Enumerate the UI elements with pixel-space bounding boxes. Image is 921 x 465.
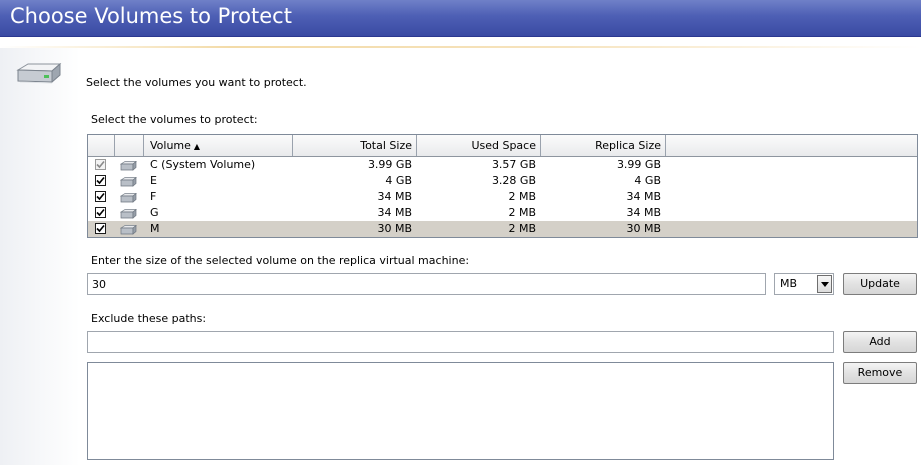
total-size-value: 34 MB xyxy=(377,190,412,203)
total-size-value: 3.99 GB xyxy=(367,158,412,171)
replica-size-value: 30 MB xyxy=(626,222,661,235)
volume-name: F xyxy=(150,190,157,203)
volume-column-header[interactable]: Volume ▲ xyxy=(144,135,293,156)
icon-column-header[interactable] xyxy=(115,135,144,156)
table-row[interactable]: C (System Volume) 3.99 GB 3.57 GB 3.99 GB xyxy=(88,157,917,173)
accent-line xyxy=(0,46,921,48)
total-size-value: 4 GB xyxy=(385,174,412,187)
replica-size-value: 3.99 GB xyxy=(616,158,661,171)
update-button[interactable]: Update xyxy=(843,273,917,295)
replica-size-input[interactable] xyxy=(87,273,766,295)
volume-checkbox[interactable] xyxy=(95,207,106,218)
volume-checkbox xyxy=(95,159,106,170)
exclude-label: Exclude these paths: xyxy=(91,312,207,325)
add-button[interactable]: Add xyxy=(843,331,917,353)
volume-name: C (System Volume) xyxy=(150,158,256,171)
size-label: Enter the size of the selected volume on… xyxy=(91,254,470,267)
volume-checkbox[interactable] xyxy=(95,223,106,234)
drive-icon xyxy=(119,224,137,235)
remove-button[interactable]: Remove xyxy=(843,362,917,384)
total-size-value: 34 MB xyxy=(377,206,412,219)
volume-name: G xyxy=(150,206,159,219)
table-row[interactable]: F 34 MB 2 MB 34 MB xyxy=(88,189,917,205)
unit-select[interactable]: MB xyxy=(774,273,834,295)
intro-text: Select the volumes you want to protect. xyxy=(86,76,307,89)
side-decoration xyxy=(0,48,80,465)
volume-checkbox[interactable] xyxy=(95,191,106,202)
used-space-column-header[interactable]: Used Space xyxy=(417,135,541,156)
replica-size-value: 34 MB xyxy=(626,206,661,219)
total-size-value: 30 MB xyxy=(377,222,412,235)
sort-ascending-icon: ▲ xyxy=(193,142,201,151)
table-row[interactable]: M 30 MB 2 MB 30 MB xyxy=(88,221,917,237)
grid-header: Volume ▲ Total Size Used Space Replica Si… xyxy=(88,135,917,157)
page-title: Choose Volumes to Protect xyxy=(10,4,292,28)
exclude-path-input[interactable] xyxy=(87,331,834,353)
drive-icon xyxy=(119,160,137,171)
volume-name: E xyxy=(150,174,157,187)
volumes-label: Select the volumes to protect: xyxy=(91,113,258,126)
volumes-grid: Volume ▲ Total Size Used Space Replica Si… xyxy=(87,134,918,238)
drive-icon xyxy=(119,192,137,203)
replica-size-value: 4 GB xyxy=(634,174,661,187)
used-space-value: 2 MB xyxy=(508,222,536,235)
used-space-value: 2 MB xyxy=(508,206,536,219)
used-space-value: 2 MB xyxy=(508,190,536,203)
table-row[interactable]: G 34 MB 2 MB 34 MB xyxy=(88,205,917,221)
volume-name: M xyxy=(150,222,160,235)
used-space-value: 3.28 GB xyxy=(491,174,536,187)
disk-drive-icon xyxy=(16,62,62,84)
title-bar: Choose Volumes to Protect xyxy=(0,0,921,37)
unit-select-value: MB xyxy=(780,277,798,290)
filler-column-header xyxy=(666,135,917,156)
total-size-column-header[interactable]: Total Size xyxy=(293,135,417,156)
unit-dropdown-button[interactable] xyxy=(817,275,832,293)
used-space-value: 3.57 GB xyxy=(491,158,536,171)
chevron-down-icon xyxy=(821,282,829,287)
excluded-paths-list[interactable] xyxy=(87,362,834,460)
table-row[interactable]: E 4 GB 3.28 GB 4 GB xyxy=(88,173,917,189)
replica-size-value: 34 MB xyxy=(626,190,661,203)
checkbox-column-header[interactable] xyxy=(88,135,115,156)
replica-size-column-header[interactable]: Replica Size xyxy=(541,135,666,156)
drive-icon xyxy=(119,208,137,219)
volume-checkbox[interactable] xyxy=(95,175,106,186)
drive-icon xyxy=(119,176,137,187)
volume-column-label: Volume xyxy=(150,139,191,152)
